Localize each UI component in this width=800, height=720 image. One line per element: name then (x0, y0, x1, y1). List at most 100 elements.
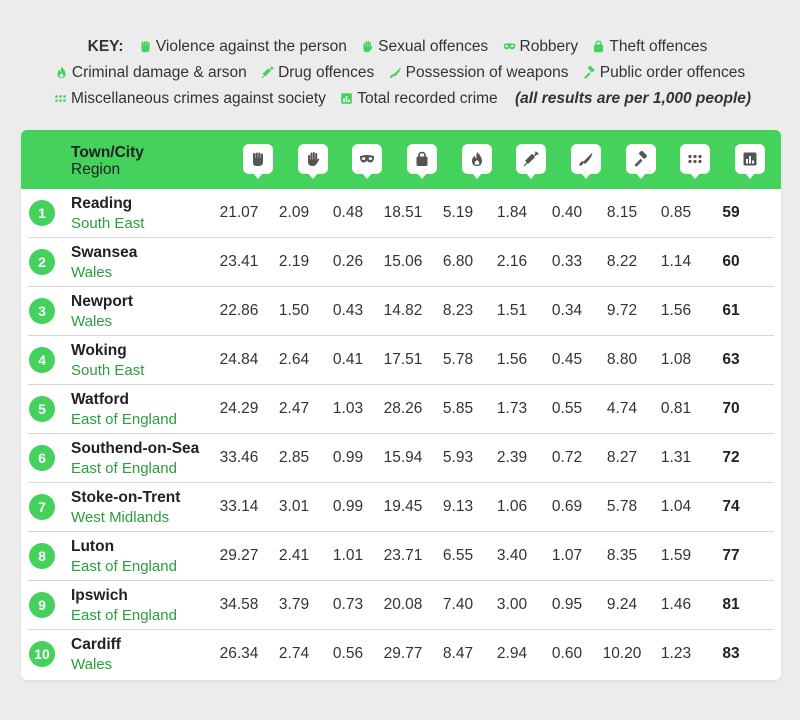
value-cell: 1.08 (660, 351, 692, 368)
table-row: 9 Ipswich East of England 34.58 3.79 0.73 20.0… (21, 581, 781, 630)
value-cell: 7.40 (442, 596, 474, 613)
value-cell: 8.47 (442, 645, 474, 662)
value-cell: 0.69 (551, 498, 583, 515)
city-name: Southend-on-Sea (71, 440, 200, 457)
city-name: Newport (71, 293, 133, 310)
table-row: 3 Newport Wales 22.86 1.50 0.43 14.82 8.23 1.51 0… (21, 287, 781, 336)
city-name: Stoke-on-Trent (71, 489, 181, 506)
value-cell: 28.26 (383, 400, 423, 417)
value-cell: 0.34 (551, 302, 583, 319)
value-cell: 17.51 (383, 351, 423, 368)
value-cell: 3.01 (278, 498, 310, 515)
value-cell: 0.41 (332, 351, 364, 368)
key-item-weapons: Possession of weapons (389, 60, 568, 86)
rank-badge: 10 (29, 641, 55, 667)
value-cell: 1.51 (496, 302, 528, 319)
value-cell: 2.64 (278, 351, 310, 368)
value-cell: 1.46 (660, 596, 692, 613)
flame-icon (55, 62, 68, 79)
rank-badge: 7 (29, 494, 55, 520)
row-divider (28, 580, 774, 581)
gavel-icon (583, 62, 596, 79)
bag-icon (592, 36, 605, 53)
header-region: Region (71, 161, 121, 178)
value-cell: 0.43 (332, 302, 364, 319)
value-cell: 2.41 (278, 547, 310, 564)
value-cell: 6.80 (442, 253, 474, 270)
rank-badge: 4 (29, 347, 55, 373)
value-cell: 0.40 (551, 204, 583, 221)
table-row: 2 Swansea Wales 23.41 2.19 0.26 15.06 6.80 2.16 0… (21, 238, 781, 287)
key-item-total: Total recorded crime (340, 86, 498, 112)
city-name: Reading (71, 195, 133, 212)
value-cell: 1.59 (660, 547, 692, 564)
knife-icon (389, 62, 402, 79)
value-cell: 9.72 (606, 302, 638, 319)
city-name: Cardiff (71, 636, 121, 653)
header-dots-icon (680, 144, 710, 179)
value-cell: 0.81 (660, 400, 692, 417)
value-cell: 0.85 (660, 204, 692, 221)
rank-badge: 6 (29, 445, 55, 471)
value-cell: 2.85 (278, 449, 310, 466)
value-cell: 2.39 (496, 449, 528, 466)
header-gavel-icon (626, 144, 656, 179)
value-cell: 1.14 (660, 253, 692, 270)
value-cell: 8.80 (606, 351, 638, 368)
region-name: Wales (71, 656, 113, 673)
header-syringe-icon (516, 144, 546, 179)
value-cell: 1.31 (660, 449, 692, 466)
value-cell: 29.77 (383, 645, 423, 662)
total-value: 60 (722, 253, 740, 270)
row-divider (28, 433, 774, 434)
key-line-2: Criminal damage & arson Drug offences Po… (0, 60, 800, 86)
table-row: 8 Luton East of England 29.27 2.41 1.01 23.71 6… (21, 532, 781, 581)
value-cell: 3.79 (278, 596, 310, 613)
value-cell: 10.20 (602, 645, 642, 662)
header-hand-icon (298, 144, 328, 179)
value-cell: 8.22 (606, 253, 638, 270)
value-cell: 1.07 (551, 547, 583, 564)
value-cell: 0.33 (551, 253, 583, 270)
row-divider (28, 335, 774, 336)
value-cell: 2.47 (278, 400, 310, 417)
table-header: Town/City Region (21, 130, 781, 189)
total-value: 63 (722, 351, 740, 368)
value-cell: 1.23 (660, 645, 692, 662)
total-value: 74 (722, 498, 740, 515)
value-cell: 6.55 (442, 547, 474, 564)
key-note: (all results are per 1,000 people) (514, 90, 752, 107)
total-value: 83 (722, 645, 740, 662)
city-name: Ipswich (71, 587, 128, 604)
value-cell: 9.24 (606, 596, 638, 613)
value-cell: 0.48 (332, 204, 364, 221)
value-cell: 2.74 (278, 645, 310, 662)
hand-icon (361, 36, 374, 53)
value-cell: 2.94 (496, 645, 528, 662)
value-cell: 26.34 (219, 645, 259, 662)
key-line-1: KEY: Violence against the person Sexual … (0, 34, 800, 60)
key-legend: KEY: Violence against the person Sexual … (0, 34, 800, 112)
row-divider (28, 531, 774, 532)
value-cell: 0.45 (551, 351, 583, 368)
header-flame-icon (462, 144, 492, 179)
region-name: West Midlands (71, 509, 170, 526)
value-cell: 2.16 (496, 253, 528, 270)
value-cell: 5.19 (442, 204, 474, 221)
value-cell: 5.78 (606, 498, 638, 515)
city-name: Watford (71, 391, 129, 408)
row-divider (28, 237, 774, 238)
region-name: East of England (71, 558, 177, 575)
value-cell: 2.19 (278, 253, 310, 270)
value-cell: 1.06 (496, 498, 528, 515)
value-cell: 19.45 (383, 498, 423, 515)
value-cell: 8.23 (442, 302, 474, 319)
total-value: 72 (722, 449, 740, 466)
value-cell: 0.56 (332, 645, 364, 662)
value-cell: 3.40 (496, 547, 528, 564)
value-cell: 1.84 (496, 204, 528, 221)
value-cell: 8.27 (606, 449, 638, 466)
value-cell: 8.35 (606, 547, 638, 564)
header-town-city: Town/City (71, 144, 144, 161)
value-cell: 33.14 (219, 498, 259, 515)
